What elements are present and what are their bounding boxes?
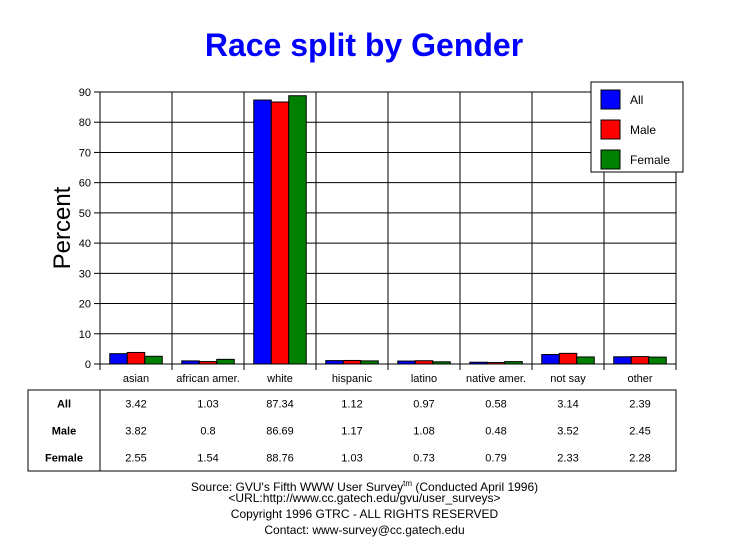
table-cell: 0.48	[485, 426, 506, 438]
category-label: native amer.	[466, 373, 526, 385]
bar-all-2	[253, 99, 272, 365]
category-label: african amer.	[176, 373, 240, 385]
bar-female-0	[144, 355, 163, 365]
table-cell: 3.52	[557, 426, 578, 438]
contact-email[interactable]: Contact: www-survey@cc.gatech.edu	[264, 523, 465, 537]
table-cell: 2.55	[125, 453, 146, 465]
table-cell: 1.54	[197, 453, 218, 465]
category-label: not say	[550, 373, 586, 385]
legend: All Male Female	[590, 81, 684, 173]
bar-male-6	[558, 352, 578, 365]
bar-all-3	[325, 360, 344, 365]
legend-label-all: All	[630, 93, 643, 107]
bar-all-0	[109, 353, 128, 365]
y-tick-label: 10	[79, 329, 91, 341]
grid-layer	[99, 91, 677, 365]
source-text: Source: GVU's Fifth WWW User Survey	[190, 480, 404, 494]
legend-swatch-all	[600, 89, 621, 110]
y-tick-label: 50	[79, 208, 91, 220]
axis-layer: 0 10 20 30 40 50 60 70 80 90 asian african amer. whi…	[79, 87, 677, 385]
table-cell: 1.03	[341, 453, 362, 465]
bar-all-6	[541, 354, 560, 365]
y-tick-label: 60	[79, 178, 91, 190]
y-tick-label: 40	[79, 238, 91, 250]
legend-swatch-male	[600, 119, 621, 140]
table-cell: 2.39	[629, 399, 650, 411]
table-cell: 88.76	[266, 453, 294, 465]
table-cell: 2.45	[629, 426, 650, 438]
bar-female-1	[216, 358, 235, 365]
bar-female-6	[576, 356, 595, 365]
y-tick-label: 30	[79, 268, 91, 280]
table-cell: 0.97	[413, 399, 434, 411]
y-tick-label: 90	[79, 87, 91, 99]
table-cell: 1.08	[413, 426, 434, 438]
table-cell: 0.79	[485, 453, 506, 465]
table-row-label: Male	[52, 426, 76, 438]
y-tick-label: 80	[79, 117, 91, 129]
bar-female-7	[648, 356, 667, 365]
table-cell: 3.82	[125, 426, 146, 438]
copyright-text: Copyright 1996 GTRC - ALL RIGHTS RESERVE…	[230, 507, 499, 521]
y-tick-label: 0	[85, 359, 91, 371]
table-cell: 0.58	[485, 399, 506, 411]
legend-label-female: Female	[630, 153, 670, 167]
table-cell: 1.17	[341, 426, 362, 438]
table-cell: 2.33	[557, 453, 578, 465]
y-tick-label: 20	[79, 299, 91, 311]
bar-male-7	[630, 356, 650, 365]
bar-female-2	[288, 95, 307, 365]
category-label: asian	[123, 373, 149, 385]
table-cell: 0.8	[200, 426, 215, 438]
trademark-mark: tm	[403, 479, 413, 488]
bar-male-0	[126, 351, 146, 365]
bar-male-2	[270, 101, 290, 365]
data-table: All 3.42 1.03 87.34 1.12 0.97 0.58 3.14 2.39 Male…	[27, 389, 677, 472]
table-row-label: Female	[45, 453, 83, 465]
table-cell: 3.14	[557, 399, 578, 411]
chart-title: Race split by Gender	[205, 27, 523, 63]
table-cell: 1.12	[341, 399, 362, 411]
legend-label-male: Male	[630, 123, 656, 137]
category-label: hispanic	[332, 373, 373, 385]
y-tick-label: 70	[79, 147, 91, 159]
legend-swatch-female	[600, 149, 621, 170]
table-cell: 86.69	[266, 426, 294, 438]
category-label: white	[266, 373, 293, 385]
survey-date: (Conducted April 1996)	[412, 480, 539, 494]
table-cell: 0.73	[413, 453, 434, 465]
bar-all-7	[613, 356, 632, 365]
category-label: latino	[411, 373, 437, 385]
table-row-label: All	[57, 399, 71, 411]
table-cell: 1.03	[197, 399, 218, 411]
table-cell: 87.34	[266, 399, 294, 411]
table-cell: 2.28	[629, 453, 650, 465]
table-border	[27, 389, 677, 472]
survey-url[interactable]: <URL:http://www.cc.gatech.edu/gvu/user_s…	[228, 491, 501, 505]
table-cell: 3.42	[125, 399, 146, 411]
category-label: other	[627, 373, 652, 385]
bar-male-3	[342, 359, 362, 365]
source-line: Source: GVU's Fifth WWW User Surveytm (C…	[0, 476, 729, 495]
y-axis-label: Percent	[49, 186, 76, 269]
